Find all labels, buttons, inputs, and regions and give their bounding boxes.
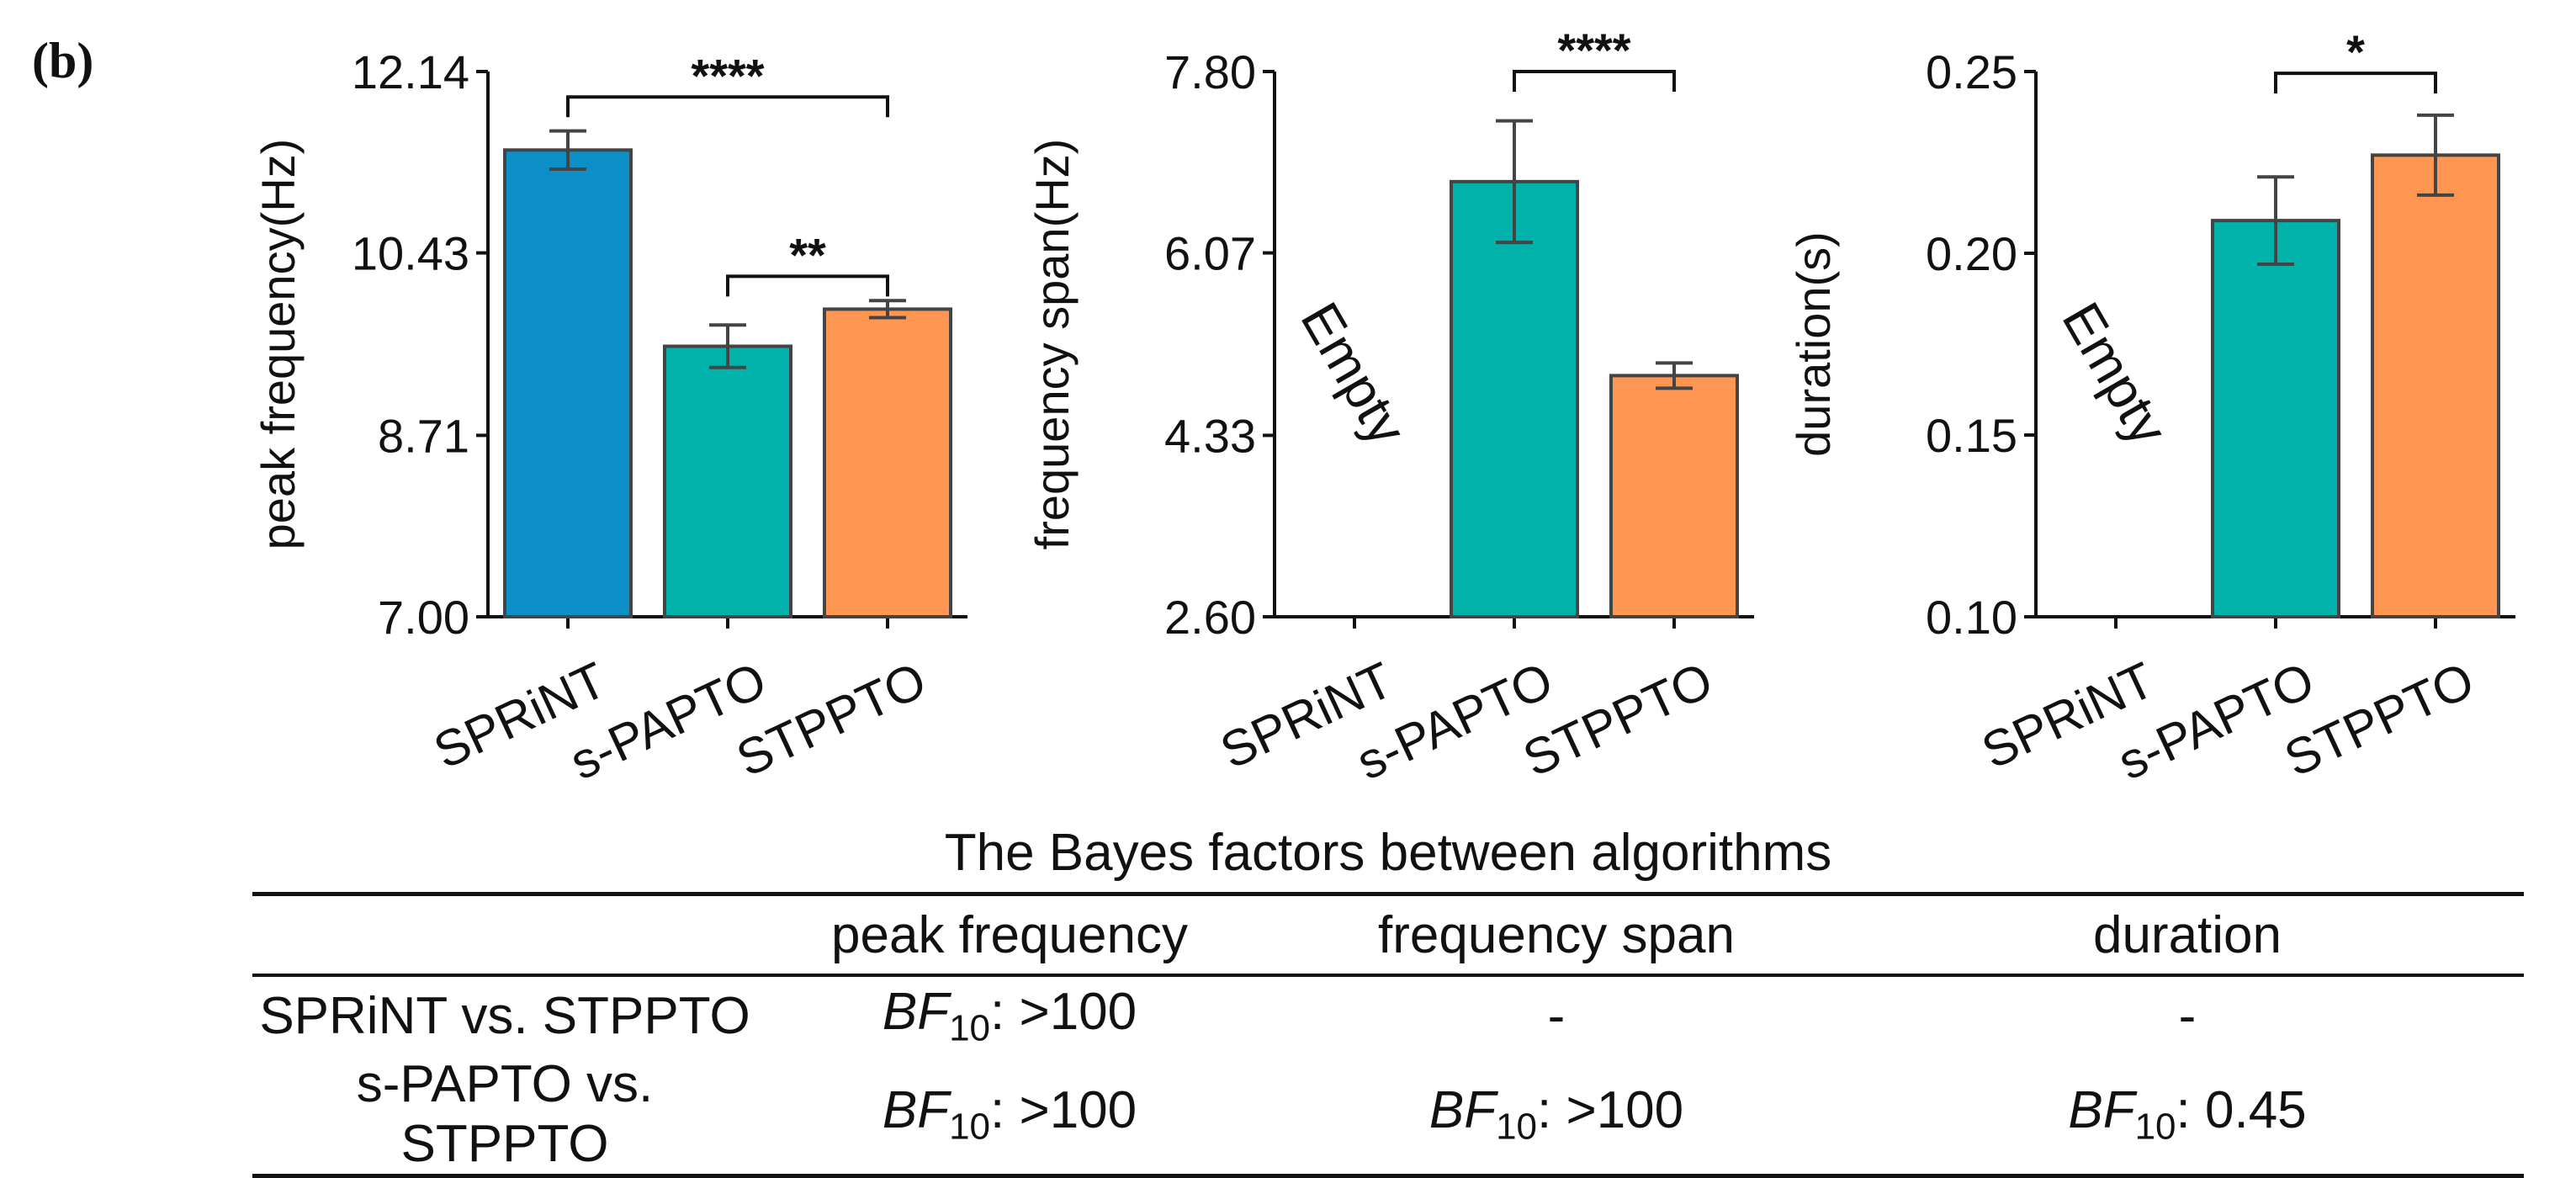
table-cell: - [1262,975,1851,1054]
bf-symbol: BF10 [2068,1080,2176,1148]
bf-symbol: BF10 [882,1080,991,1148]
y-tick-label: 0.20 [1926,227,2017,280]
bf-subscript: 10 [2134,1106,2176,1148]
y-axis-label: peak frequency(Hz) [252,139,305,550]
header-cell: duration [2092,905,2282,964]
bar [663,344,792,618]
bar [2371,153,2500,619]
table-title: The Bayes factors between algorithms [944,824,1832,882]
table-header-row: peak frequency frequency span duration [252,894,2524,976]
bf-subscript: 10 [949,1106,991,1148]
cell-value: - [1547,986,1566,1045]
empty-label: Empty [2051,292,2180,454]
table-row: s-PAPTO vs. STPPTO BF10: >100 BF10: >100 BF… [252,1054,2524,1176]
table-cell: BF10: >100 [757,975,1262,1054]
significance-bracket [726,274,889,297]
significance-label: **** [1557,24,1630,77]
significance-bracket [566,95,889,118]
y-tick-label: 0.15 [1926,409,2017,462]
cell-value: : >100 [1537,1080,1684,1139]
row-label: SPRiNT vs. STPPTO [259,986,750,1045]
panel-label: (b) [32,33,94,88]
bayes-factor-table: peak frequency frequency span duration S… [252,892,2524,1178]
bar [823,307,952,618]
y-tick-label: 7.80 [1164,45,1256,98]
y-tick-label: 0.25 [1926,45,2017,98]
bf-subscript: 10 [1496,1106,1538,1148]
significance-bracket [2274,72,2437,94]
header-cell: frequency span [1378,905,1735,964]
y-tick-label: 7.00 [378,591,469,644]
table-cell: BF10: >100 [1262,1054,1851,1176]
cell-value: : 0.45 [2176,1080,2307,1139]
bf-symbol: BF10 [1428,1080,1538,1148]
row-label: s-PAPTO vs. STPPTO [356,1055,654,1173]
significance-label: * [2346,25,2365,78]
cell-value: : >100 [990,982,1137,1041]
table-cell: - [1851,975,2524,1054]
y-tick-label: 0.10 [1926,591,2017,644]
bar [1450,179,1579,619]
bf-symbol: BF10 [882,982,991,1049]
y-tick-label: 12.14 [352,45,469,98]
table-cell: BF10: >100 [757,1054,1262,1176]
bar [2211,219,2340,618]
bar [1609,374,1739,618]
y-tick-label: 6.07 [1164,227,1256,280]
significance-label: ** [789,228,826,281]
header-cell [252,894,757,976]
significance-bracket [1513,70,1676,92]
y-tick-label: 2.60 [1164,591,1256,644]
bar [503,148,633,619]
table-cell: BF10: 0.45 [1851,1054,2524,1176]
table-row: SPRiNT vs. STPPTO BF10: >100- - [252,975,2524,1054]
y-axis-label: duration(s) [1787,231,1840,457]
y-tick-label: 4.33 [1164,409,1256,462]
y-tick-label: 10.43 [352,227,469,280]
bf-subscript: 10 [949,1007,991,1049]
significance-label: **** [691,49,764,102]
cell-value: : >100 [990,1080,1137,1139]
empty-label: Empty [1290,292,1418,454]
y-tick-label: 8.71 [378,409,469,462]
y-axis-label: frequency span(Hz) [1026,139,1079,550]
cell-value: - [2178,986,2197,1045]
header-cell: peak frequency [831,905,1188,964]
